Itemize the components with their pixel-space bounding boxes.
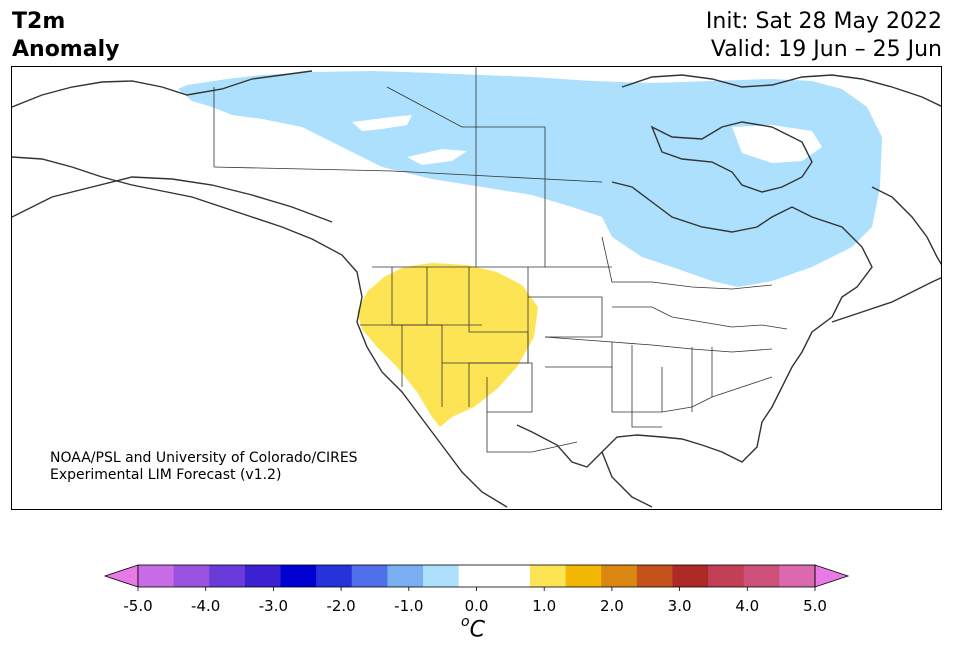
colorbar-tick-label: 2.0 [599,597,624,615]
colorbar-segment [244,565,282,587]
anomaly-map: NOAA/PSL and University of Colorado/CIRE… [11,66,942,510]
colorbar-segment [351,565,388,587]
degree-symbol: o [461,614,470,630]
colorbar-segments [103,564,850,588]
colorbar-tick-label: -4.0 [191,597,221,615]
colorbar-segment [636,565,673,587]
colorbar-tick-label: 3.0 [667,597,692,615]
colorbar-unit: oC [461,614,485,643]
colorbar-segment [209,565,246,587]
credit-text: NOAA/PSL and University of Colorado/CIRE… [50,450,358,484]
colorbar-tick-label: 4.0 [735,597,760,615]
unit-letter: C [469,617,485,643]
colorbar-segment [601,565,638,587]
colorbar-tick-label: -5.0 [123,597,153,615]
colorbar-segment [779,565,816,587]
colorbar-segment [565,565,602,587]
colorbar-tick-label: -1.0 [394,597,424,615]
colorbar-segment [316,565,353,587]
colorbar-ticks [137,587,816,591]
colorbar-segment [458,565,495,587]
colorbar-min-extend [103,564,139,588]
colorbar-tick-label: 5.0 [803,597,827,615]
boundaries [213,67,788,453]
colorbar-segment [743,565,780,587]
colorbar-segment [494,565,531,587]
colorbar-tick-label: -3.0 [258,597,289,615]
credit-line-2: Experimental LIM Forecast (v1.2) [50,467,282,483]
colorbar-segment [672,565,709,587]
cool-anomaly-region [178,71,882,287]
warm-anomaly-region [357,263,538,427]
lake-hole-1 [352,115,412,131]
colorbar-segment [529,565,567,587]
colorbar-max-extend [814,564,850,588]
colorbar-segment [173,565,210,587]
forecast-dates: Init: Sat 28 May 2022 Valid: 19 Jun – 25… [706,8,942,64]
valid-range: Valid: 19 Jun – 25 Jun [710,37,942,62]
ice-hole [732,125,822,163]
colorbar-segment [138,565,175,587]
variable-subtitle: Anomaly [12,37,120,62]
colorbar-tick-label: 0.0 [464,597,489,615]
colorbar-tick-label: 1.0 [532,597,557,615]
credit-line-1: NOAA/PSL and University of Colorado/CIRE… [50,450,358,466]
init-date: Init: Sat 28 May 2022 [705,9,942,34]
variable-name: T2m [12,9,66,34]
colorbar-tick-label: -2.0 [326,597,356,615]
lake-hole-2 [407,149,467,165]
colorbar-outline [137,564,816,588]
colorbar-segment [387,565,424,587]
coastlines [12,70,941,508]
variable-title: T2m Anomaly [12,8,119,64]
colorbar-segment [280,565,317,587]
map-canvas: NOAA/PSL and University of Colorado/CIRE… [12,67,941,508]
colorbar-segment [708,565,745,587]
colorbar-segment [423,565,460,587]
